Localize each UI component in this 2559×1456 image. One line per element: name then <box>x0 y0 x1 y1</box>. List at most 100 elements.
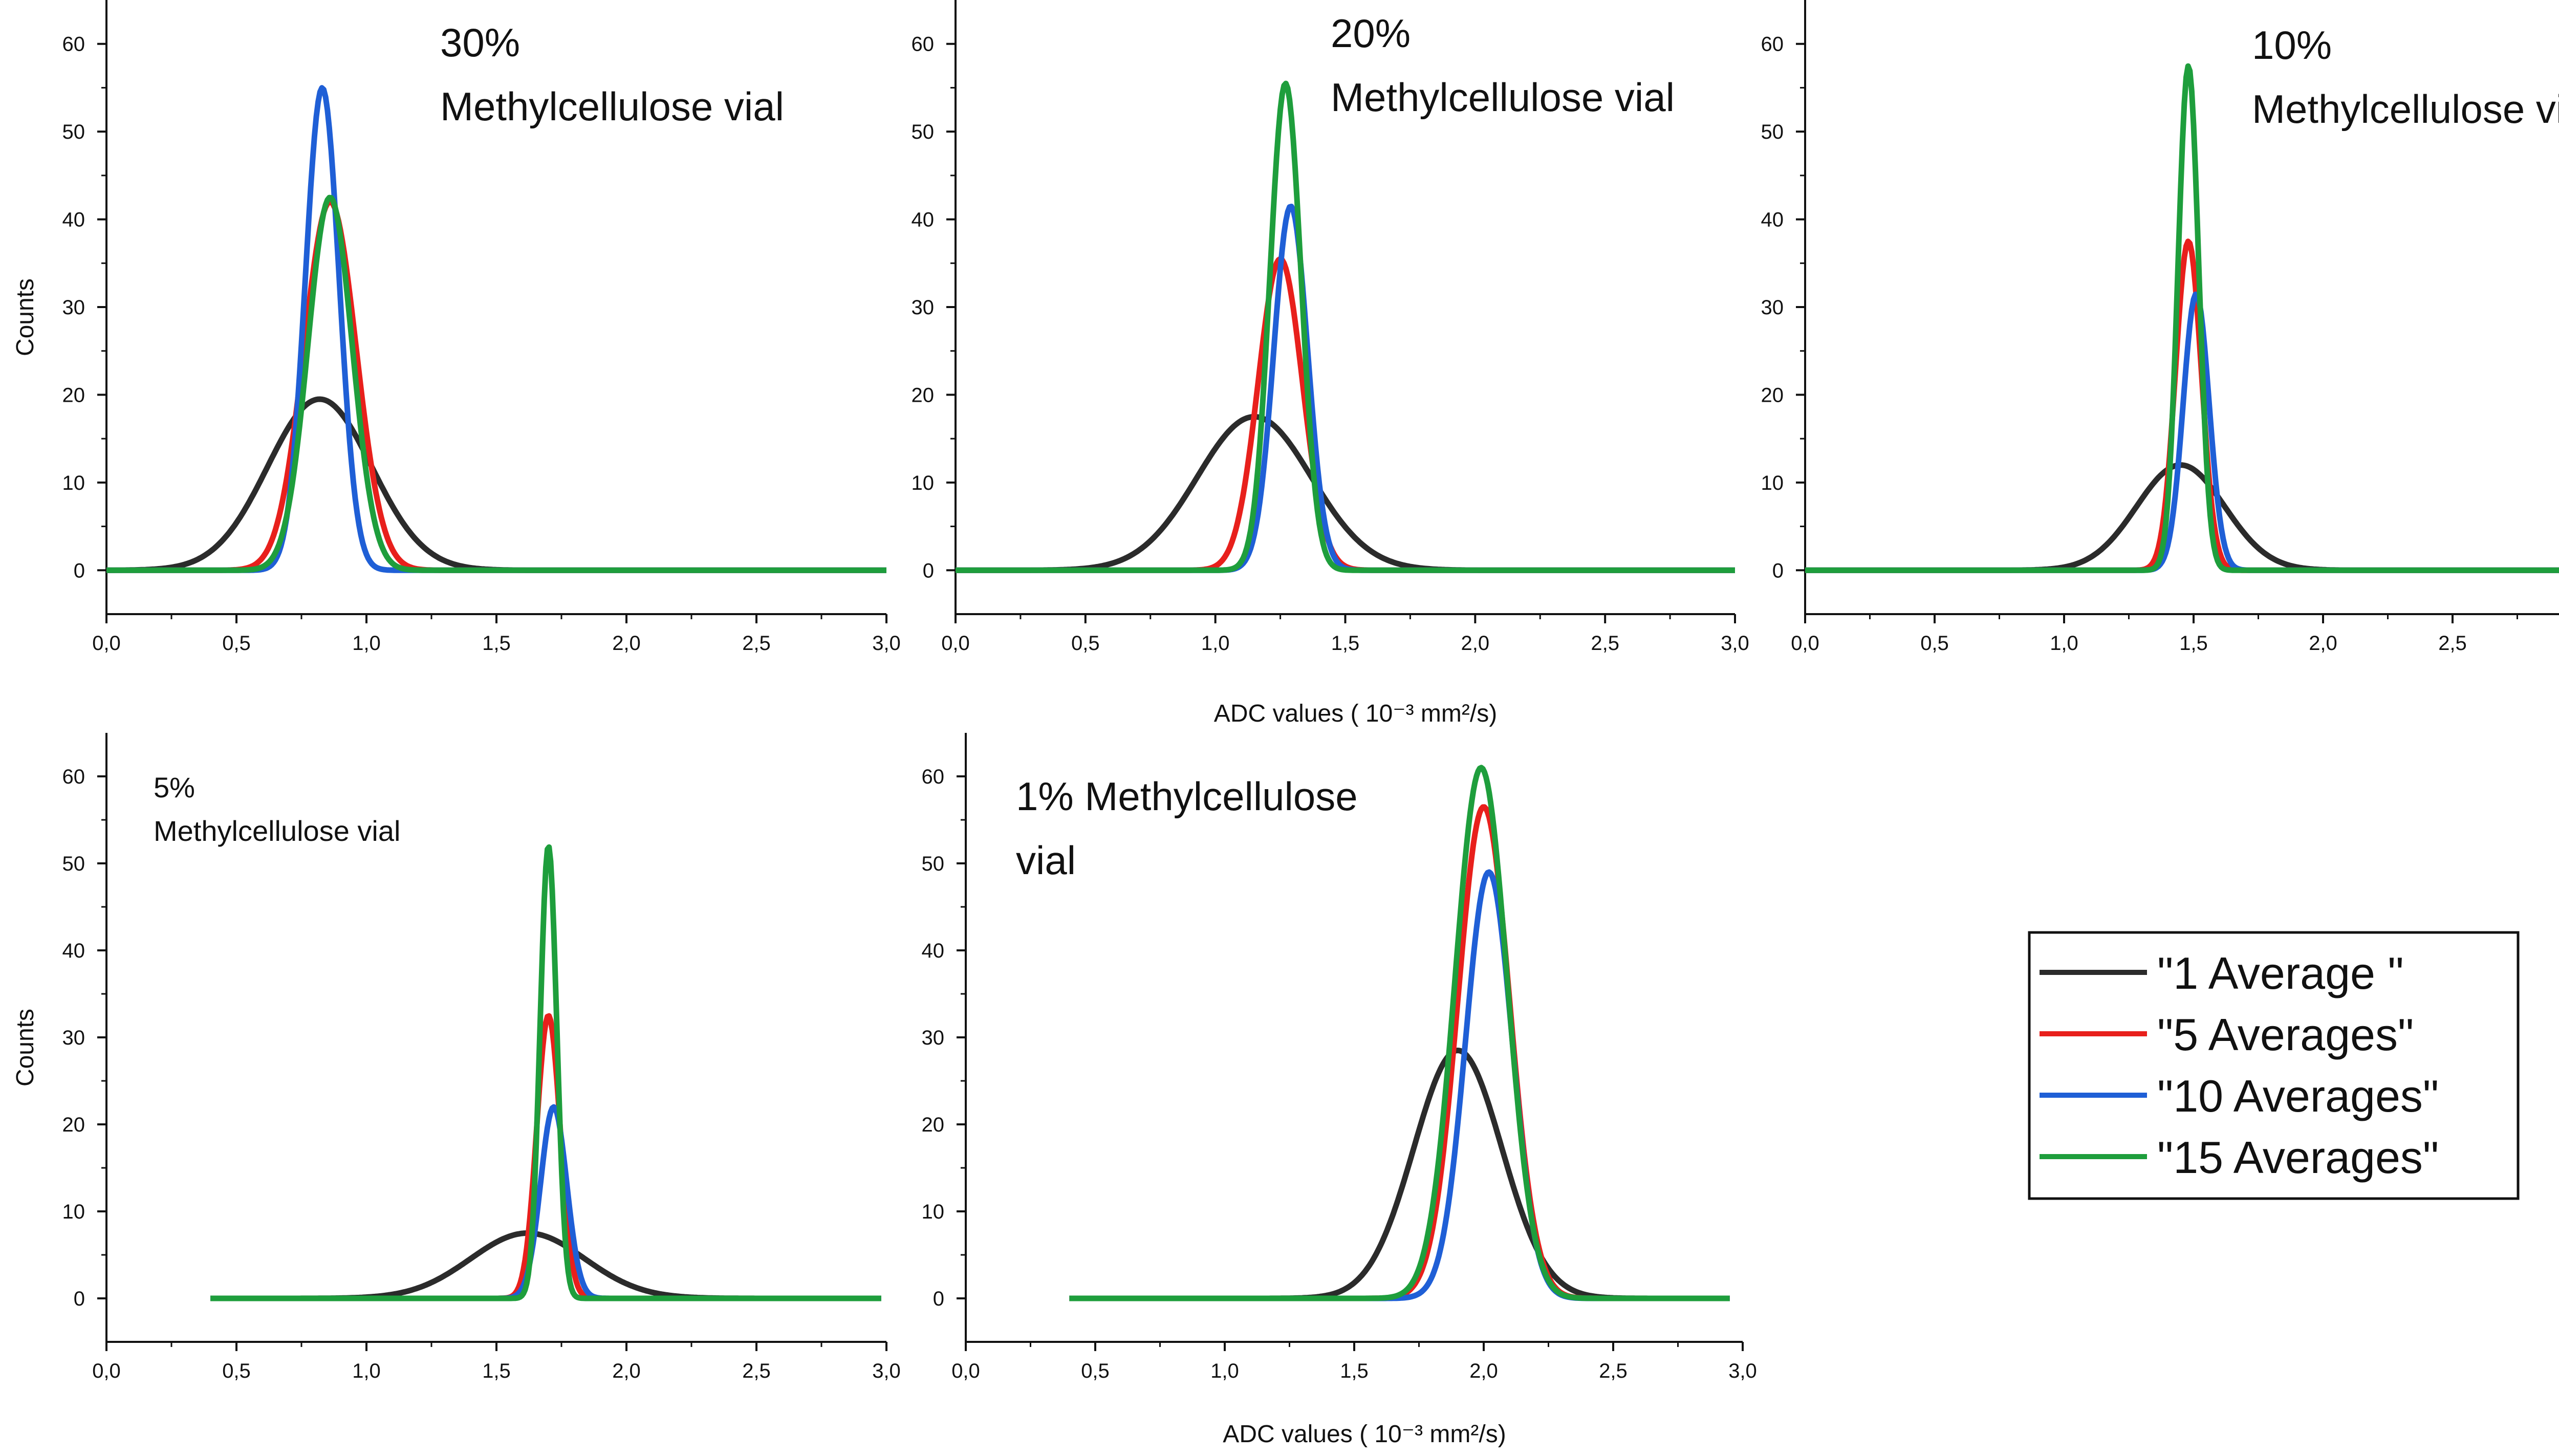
x-tick-label: 0,5 <box>1071 632 1100 655</box>
y-tick-label: 20 <box>62 384 85 406</box>
chart-panel-4: 0,0 0,5 1,0 1,5 2,0 2,5 3,0 0 10 20 30 40 50 60 Counts… <box>12 733 901 1382</box>
y-tick-label: 40 <box>912 209 935 231</box>
y-tick-label: 10 <box>922 1201 945 1223</box>
series-line-4 <box>1068 765 1731 1301</box>
series-line-3 <box>1068 869 1731 1301</box>
x-tick-label: 0,0 <box>941 632 970 655</box>
legend-item: "15 Averages" <box>2040 1132 2439 1183</box>
chart-panels: 0,0 0,5 1,0 1,5 2,0 2,5 3,0 0 10 20 30 40 50 60 Counts… <box>12 0 2559 1448</box>
x-tick-label: 0,5 <box>222 632 251 655</box>
y-tick-label: 0 <box>74 559 85 582</box>
x-tick-label: 1,5 <box>2179 632 2208 655</box>
y-tick-label: 40 <box>1761 209 1784 231</box>
y-tick-label: 30 <box>62 296 85 319</box>
y-tick-label: 0 <box>74 1288 85 1310</box>
chart-panel-5: 0,0 0,5 1,0 1,5 2,0 2,5 3,0 0 10 20 30 40 50 60 ADC va… <box>922 733 1757 1448</box>
x-tick-label: 0,5 <box>222 1360 251 1382</box>
y-tick-label: 50 <box>62 121 85 143</box>
series-line-4 <box>209 844 883 1301</box>
y-tick-label: 10 <box>912 472 935 494</box>
x-tick-label: 2,0 <box>612 632 641 655</box>
y-tick-label: 30 <box>922 1027 945 1049</box>
x-tick-label: 0,0 <box>951 1360 980 1382</box>
y-tick-label: 0 <box>933 1288 944 1310</box>
y-tick-label: 20 <box>912 384 935 406</box>
x-tick-label: 2,5 <box>1591 632 1619 655</box>
y-tick-label: 30 <box>62 1027 85 1049</box>
x-tick-label: 3,0 <box>872 632 901 655</box>
y-tick-label: 0 <box>923 559 934 582</box>
legend-item: "10 Averages" <box>2040 1071 2439 1121</box>
x-tick-label: 2,5 <box>1599 1360 1628 1382</box>
legend-items: "1 Average " "5 Averages" "10 Averages" "15… <box>2040 948 2439 1183</box>
panel-title: 5% Methylcellulose vial <box>154 771 400 847</box>
series-line-1 <box>1068 1048 1731 1301</box>
series-line-3 <box>105 85 887 573</box>
x-tick-label: 1,0 <box>352 632 381 655</box>
x-axis-label: ADC values ( 10⁻³ mm²/s) <box>1214 700 1497 727</box>
series-line-4 <box>105 194 887 573</box>
series-line-3 <box>955 204 1736 573</box>
series-line-3 <box>209 1104 883 1301</box>
legend-label: "10 Averages" <box>2157 1071 2439 1121</box>
y-tick-label: 50 <box>62 853 85 875</box>
x-tick-label: 2,5 <box>2438 632 2467 655</box>
x-tick-label: 2,5 <box>742 1360 771 1382</box>
panel-title: 1% Methylcellulose vial <box>1016 774 1358 883</box>
series-line-4 <box>1804 63 2559 573</box>
y-tick-label: 50 <box>912 121 935 143</box>
y-tick-label: 20 <box>922 1114 945 1136</box>
legend-label: "5 Averages" <box>2157 1009 2414 1060</box>
x-tick-label: 3,0 <box>1721 632 1749 655</box>
legend-label: "1 Average " <box>2157 948 2404 998</box>
y-tick-label: 40 <box>922 940 945 962</box>
x-tick-label: 1,5 <box>482 632 511 655</box>
y-axis-label: Counts <box>12 1009 39 1086</box>
y-tick-label: 60 <box>62 33 85 56</box>
y-tick-label: 20 <box>62 1114 85 1136</box>
legend-item: "1 Average " <box>2040 948 2404 998</box>
series-line-4 <box>955 80 1736 573</box>
x-tick-label: 0,0 <box>1791 632 1819 655</box>
chart-legend: "1 Average " "5 Averages" "10 Averages" "15… <box>2028 931 2520 1200</box>
x-tick-label: 3,0 <box>1728 1360 1757 1382</box>
y-tick-label: 60 <box>912 33 935 56</box>
x-tick-label: 2,0 <box>612 1360 641 1382</box>
x-tick-label: 2,0 <box>1461 632 1490 655</box>
x-tick-label: 1,5 <box>1331 632 1360 655</box>
panel-title: 10%Methylcellulose vial <box>2252 23 2559 132</box>
y-tick-label: 0 <box>1772 559 1784 582</box>
legend-item: "5 Averages" <box>2040 1009 2414 1060</box>
x-tick-label: 1,5 <box>482 1360 511 1382</box>
x-tick-label: 1,0 <box>1201 632 1230 655</box>
x-tick-label: 2,5 <box>742 632 771 655</box>
chart-panel-1: 0,0 0,5 1,0 1,5 2,0 2,5 3,0 0 10 20 30 40 50 60 Counts… <box>12 0 901 655</box>
y-tick-label: 40 <box>62 209 85 231</box>
series-line-3 <box>1804 291 2559 573</box>
series-line-2 <box>105 199 887 573</box>
y-tick-label: 50 <box>922 853 945 875</box>
series-line-1 <box>955 414 1736 573</box>
legend-label: "15 Averages" <box>2157 1132 2439 1183</box>
x-tick-label: 0,0 <box>92 632 121 655</box>
y-tick-label: 10 <box>62 1201 85 1223</box>
y-tick-label: 60 <box>62 766 85 788</box>
x-tick-label: 3,0 <box>872 1360 901 1382</box>
x-tick-label: 0,5 <box>1920 632 1949 655</box>
y-tick-label: 40 <box>62 940 85 962</box>
panel-title: 30% Methylcellulose vial <box>440 20 784 129</box>
x-tick-label: 2,0 <box>2309 632 2337 655</box>
y-tick-label: 30 <box>1761 296 1784 319</box>
x-axis-label: ADC values ( 10⁻³ mm²/s) <box>1223 1421 1506 1448</box>
series-line-1 <box>105 396 887 573</box>
x-tick-label: 0,0 <box>92 1360 121 1382</box>
x-tick-label: 1,5 <box>1340 1360 1369 1382</box>
panel-title: 20% Methylcellulose vial <box>1331 11 1675 120</box>
y-tick-label: 50 <box>1761 121 1784 143</box>
x-tick-label: 1,0 <box>352 1360 381 1382</box>
y-tick-label: 60 <box>1761 33 1784 56</box>
chart-panel-3: 0,00,51,01,52,02,53,0010203040506010%Met… <box>1761 0 2559 655</box>
series-line-1 <box>209 1230 883 1301</box>
y-tick-label: 10 <box>62 472 85 494</box>
